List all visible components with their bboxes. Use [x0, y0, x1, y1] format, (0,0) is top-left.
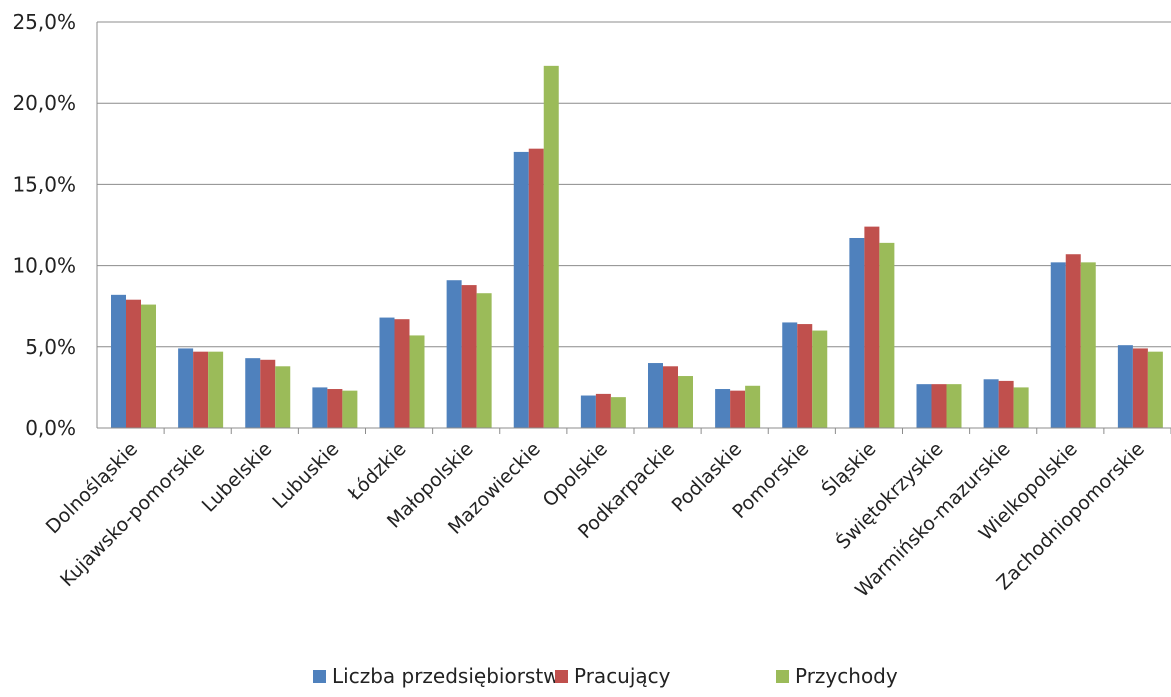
legend-label: Pracujący [574, 664, 671, 688]
bar [648, 363, 663, 428]
bar [715, 389, 731, 428]
bar [528, 148, 544, 428]
legend-label: Przychody [795, 664, 898, 688]
bar [782, 322, 798, 428]
legend: Liczba przedsiębiorstw Pracujący Przychody [313, 664, 898, 688]
bar [342, 390, 358, 428]
bar [931, 384, 947, 428]
bar [580, 395, 596, 428]
x-category-label: Lubelskie [198, 438, 277, 517]
y-tick-label: 15,0% [12, 172, 76, 196]
bar [394, 319, 410, 428]
y-tick-label: 20,0% [12, 91, 76, 115]
bar [327, 389, 343, 428]
bar [730, 390, 746, 428]
y-tick-label: 10,0% [12, 254, 76, 278]
y-tick-label: 0,0% [25, 416, 76, 440]
bar [275, 366, 291, 428]
bar [946, 384, 962, 428]
bar [126, 299, 141, 428]
bar [1132, 348, 1148, 428]
bar [193, 351, 209, 428]
bar [745, 385, 761, 428]
bar [178, 348, 194, 428]
bar [1050, 262, 1066, 428]
bar [1147, 351, 1163, 428]
bar [446, 280, 462, 428]
bar [312, 387, 328, 428]
legend-swatch [313, 670, 326, 683]
x-category-label: Łódzkie [343, 438, 410, 505]
bar [1013, 387, 1029, 428]
bar [1117, 345, 1133, 428]
bar [245, 358, 261, 428]
bar [998, 380, 1014, 428]
bar [141, 304, 156, 428]
bar [916, 384, 932, 428]
bar [409, 335, 425, 428]
bar [513, 151, 529, 429]
bar [111, 294, 126, 428]
x-category-label: Lubuskie [268, 438, 343, 513]
bar [461, 285, 477, 428]
x-category-label: Śląskie [816, 437, 880, 501]
bar [864, 226, 880, 428]
y-tick-label: 5,0% [25, 335, 76, 359]
bar [595, 393, 611, 428]
legend-swatch [555, 670, 568, 683]
bar [663, 366, 678, 428]
bar [1065, 254, 1081, 428]
bar [983, 379, 999, 428]
y-tick-label: 25,0% [12, 10, 76, 34]
bar [260, 359, 276, 428]
legend-label: Liczba przedsiębiorstw [332, 664, 560, 688]
legend-swatch [776, 670, 789, 683]
bar [610, 397, 626, 428]
bar [543, 65, 559, 429]
bar [208, 351, 224, 428]
bar [1080, 262, 1096, 428]
bar [812, 330, 828, 428]
bar [797, 324, 813, 428]
bar [678, 376, 693, 428]
bar [849, 237, 865, 428]
bar [476, 293, 492, 428]
bar [879, 242, 895, 428]
bar [379, 317, 395, 428]
